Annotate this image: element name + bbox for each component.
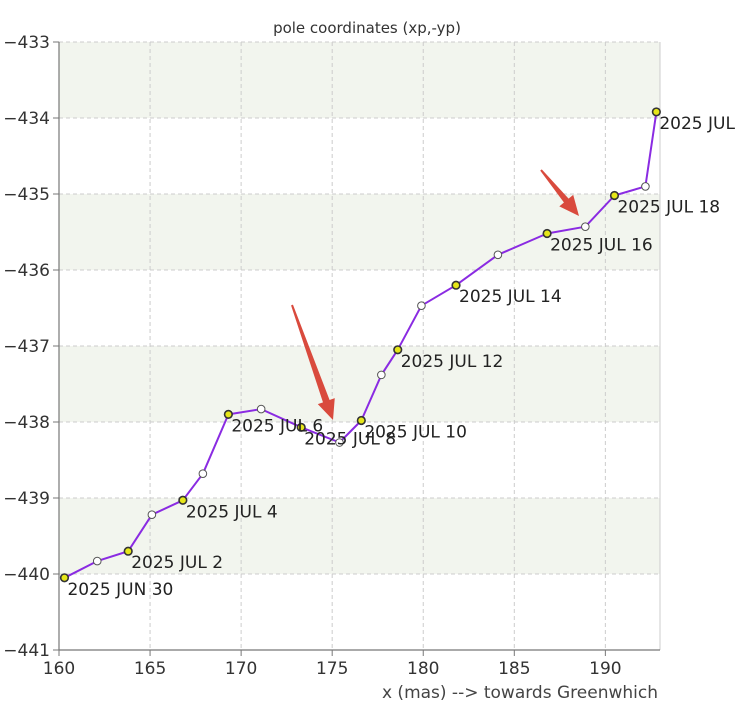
y-tick-label: −440 bbox=[3, 565, 50, 585]
labeled-point-marker bbox=[542, 228, 552, 239]
point-date-label: 2025 JUL 2 bbox=[131, 553, 223, 573]
y-tick-label: −435 bbox=[3, 185, 50, 205]
point-marker bbox=[147, 510, 157, 520]
labeled-point-marker bbox=[609, 190, 620, 201]
axes bbox=[53, 41, 660, 656]
point-date-label: 2025 JUL 16 bbox=[550, 236, 653, 256]
point-marker bbox=[92, 556, 102, 566]
point-date-label: 2025 JUL 14 bbox=[459, 287, 562, 307]
point-date-label: 2025 JUL 6 bbox=[231, 416, 323, 436]
point-date-label: 2025 JUL 18 bbox=[617, 198, 720, 218]
point-date-label: 2025 JUL bbox=[659, 114, 735, 134]
red-annotation-arrow bbox=[540, 169, 579, 216]
x-tick-label: 165 bbox=[134, 659, 166, 679]
point-marker bbox=[377, 370, 386, 380]
labeled-point-marker bbox=[296, 422, 306, 432]
plot-bands bbox=[59, 42, 660, 574]
labeled-point-marker bbox=[123, 546, 133, 556]
point-marker bbox=[581, 222, 590, 231]
grid-lines bbox=[58, 41, 661, 651]
x-tick-label: 160 bbox=[43, 659, 75, 679]
point-marker bbox=[335, 438, 344, 447]
x-tick-label: 185 bbox=[498, 659, 530, 679]
tick-labels: −441 −440 −439 −438 −437 −436 −435 −434 −433 160 1… bbox=[3, 33, 621, 679]
point-marker bbox=[493, 250, 503, 260]
labeled-point-marker bbox=[651, 107, 661, 117]
plot-band bbox=[59, 42, 660, 118]
point-date-label: 2025 JUL 8 bbox=[304, 429, 396, 449]
point-date-label: 2025 JUL 4 bbox=[186, 502, 278, 522]
point-date-label: 2025 JUN 30 bbox=[67, 580, 173, 600]
labeled-point-marker bbox=[393, 345, 403, 355]
labeled-point-marker bbox=[59, 573, 70, 583]
y-tick-label: −434 bbox=[3, 109, 50, 129]
red-annotation-arrow bbox=[291, 304, 335, 420]
annotation-arrows bbox=[291, 169, 579, 420]
chart-title: pole coordinates (xp,-yp) bbox=[273, 19, 461, 37]
x-tick-label: 170 bbox=[225, 659, 257, 679]
labeled-point-marker bbox=[223, 409, 233, 420]
point-marker bbox=[198, 469, 208, 478]
labeled-point-marker bbox=[356, 415, 366, 426]
point-marker bbox=[417, 301, 426, 311]
point-date-label: 2025 JUL 10 bbox=[364, 422, 467, 442]
x-tick-label: 190 bbox=[589, 659, 621, 679]
y-tick-label: −441 bbox=[3, 641, 50, 661]
y-tick-label: −437 bbox=[3, 337, 50, 357]
y-tick-label: −439 bbox=[3, 489, 50, 509]
point-date-label: 2025 JUL 12 bbox=[401, 352, 504, 372]
x-axis-label: x (mas) --> towards Greenwhich bbox=[382, 683, 658, 703]
y-tick-label: −436 bbox=[3, 261, 50, 281]
plot-band bbox=[59, 346, 660, 422]
x-tick-label: 175 bbox=[316, 659, 348, 679]
y-tick-label: −433 bbox=[3, 33, 50, 53]
point-marker bbox=[256, 404, 266, 414]
y-tick-label: −438 bbox=[3, 413, 50, 433]
labeled-point-marker bbox=[178, 495, 188, 505]
point-marker bbox=[641, 182, 650, 191]
labeled-point-marker bbox=[451, 280, 461, 290]
point-labels: 2025 JUN 30 2025 JUL 2 2025 JUL 4 2025 JUL … bbox=[67, 114, 735, 600]
data-markers bbox=[59, 107, 661, 583]
x-tick-label: 180 bbox=[407, 659, 439, 679]
